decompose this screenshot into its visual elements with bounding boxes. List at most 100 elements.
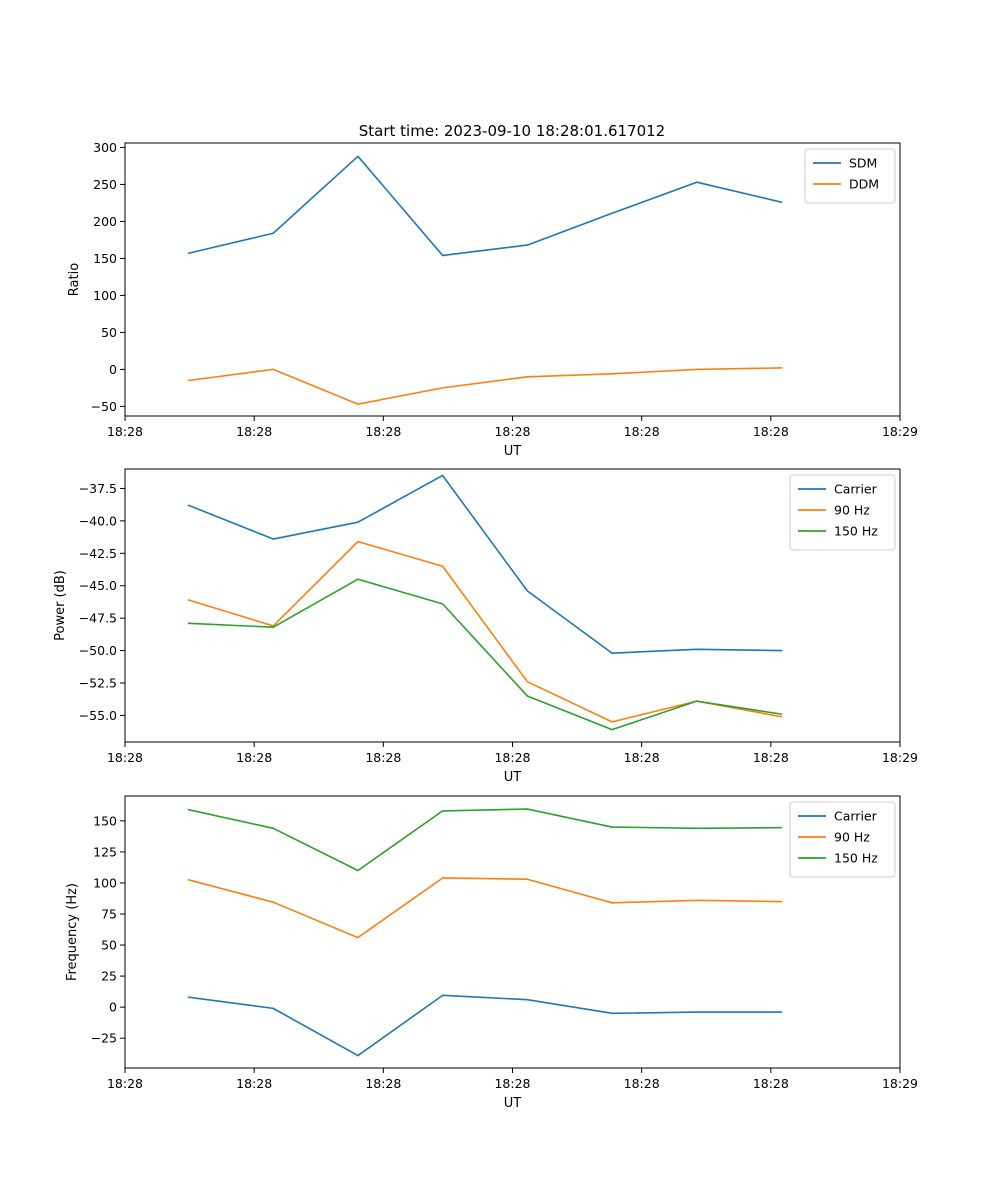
data-point xyxy=(611,826,613,828)
plot-panel-1: 18:28 18:28 18:28 18:28 18:28 18:28 18:29 −50 0 5… xyxy=(67,140,918,459)
data-point xyxy=(357,936,359,939)
legend: Carrier 90 Hz 150 Hz xyxy=(789,474,896,551)
x-tick-label: 18:28 xyxy=(624,424,660,439)
x-tick-label: 18:28 xyxy=(365,750,401,765)
data-point xyxy=(187,504,190,507)
x-tick-label: 18:28 xyxy=(624,750,660,765)
x-axis-label: UT xyxy=(504,444,522,459)
data-point xyxy=(272,901,275,903)
series-line-carrier xyxy=(188,474,782,654)
legend-label: 90 Hz xyxy=(834,503,870,518)
x-tick-label: 18:29 xyxy=(882,1076,918,1091)
plot-panel-3: 18:28 18:28 18:28 18:28 18:28 18:28 18:29 −25 0 2… xyxy=(65,795,918,1111)
plots-container: 18:28 18:28 18:28 18:28 18:28 18:28 18:29 −50 0 5… xyxy=(53,140,918,1111)
axes-frame xyxy=(124,468,901,743)
data-point xyxy=(695,827,698,830)
data-point xyxy=(526,375,529,378)
x-tick-label: 18:28 xyxy=(624,1076,660,1091)
data-point xyxy=(441,387,444,389)
legend-label: Carrier xyxy=(834,482,878,497)
y-tick-label: 75 xyxy=(101,906,117,921)
data-point xyxy=(272,368,275,371)
x-tick-label: 18:28 xyxy=(107,750,143,765)
y-tick-label: −50 xyxy=(91,399,117,414)
y-tick-label: 200 xyxy=(93,214,117,229)
y-tick-label: −52.5 xyxy=(79,675,117,690)
data-point xyxy=(695,368,698,371)
series-line-150-hz xyxy=(188,578,782,731)
y-tick-label: 125 xyxy=(93,844,117,859)
data-point xyxy=(441,810,444,812)
series-line-150-hz xyxy=(188,808,782,872)
x-tick-label: 18:28 xyxy=(365,1076,401,1091)
y-tick-label: −55.0 xyxy=(79,708,117,723)
y-tick-label: 150 xyxy=(93,251,117,266)
data-point xyxy=(526,998,529,1001)
data-point xyxy=(611,652,613,654)
axes-frame xyxy=(124,795,901,1069)
series-line-90-hz xyxy=(188,877,782,939)
y-tick-label: −42.5 xyxy=(79,546,117,561)
series-line-sdm xyxy=(188,155,782,257)
series-line-carrier xyxy=(188,994,782,1057)
data-point xyxy=(780,713,783,715)
data-point xyxy=(526,680,529,683)
x-tick-label: 18:28 xyxy=(236,750,272,765)
data-point xyxy=(611,721,613,723)
data-point xyxy=(526,244,529,246)
data-point xyxy=(780,367,783,369)
data-point xyxy=(780,1011,783,1013)
data-point xyxy=(272,232,275,235)
data-point xyxy=(441,254,444,257)
data-point xyxy=(780,201,783,203)
y-tick-label: −45.0 xyxy=(79,578,117,593)
data-point xyxy=(187,379,190,382)
x-tick-label: 18:29 xyxy=(882,750,918,765)
data-point xyxy=(780,900,783,903)
y-axis-label: Ratio xyxy=(67,263,82,296)
y-tick-label: 0 xyxy=(109,1000,117,1015)
data-point xyxy=(187,808,190,811)
y-tick-label: 100 xyxy=(93,875,117,890)
legend-label: 150 Hz xyxy=(834,524,878,539)
data-point xyxy=(272,827,275,830)
data-point xyxy=(272,538,275,540)
x-tick-label: 18:28 xyxy=(494,750,530,765)
y-tick-label: −50.0 xyxy=(79,643,117,658)
x-tick-label: 18:28 xyxy=(107,1076,143,1091)
y-tick-label: 0 xyxy=(109,362,117,377)
data-point xyxy=(272,1007,275,1010)
data-point xyxy=(357,869,359,872)
y-axis-label: Frequency (Hz) xyxy=(65,883,80,981)
data-point xyxy=(695,648,698,651)
data-point xyxy=(357,403,359,405)
data-point xyxy=(780,826,783,829)
legend-label: 90 Hz xyxy=(834,830,870,845)
axes-frame xyxy=(124,142,901,417)
data-point xyxy=(357,578,359,581)
data-point xyxy=(441,603,444,605)
data-point xyxy=(187,879,190,881)
data-point xyxy=(187,252,190,255)
data-point xyxy=(441,994,444,997)
data-point xyxy=(357,155,359,158)
y-tick-label: −47.5 xyxy=(79,611,117,626)
y-axis-label: Power (dB) xyxy=(53,570,68,641)
figure-title: Start time: 2023-09-10 18:28:01.617012 xyxy=(359,122,665,140)
y-tick-label: −37.5 xyxy=(79,481,117,496)
data-point xyxy=(272,626,275,629)
y-tick-label: 100 xyxy=(93,288,117,303)
x-axis-label: UT xyxy=(504,770,522,785)
x-axis-label: UT xyxy=(504,1096,522,1111)
data-point xyxy=(611,373,613,375)
data-point xyxy=(357,540,359,543)
x-tick-label: 18:28 xyxy=(494,1076,530,1091)
x-tick-label: 18:29 xyxy=(882,424,918,439)
data-point xyxy=(611,1012,613,1015)
x-tick-label: 18:28 xyxy=(107,424,143,439)
x-tick-label: 18:28 xyxy=(753,1076,789,1091)
x-tick-label: 18:28 xyxy=(753,750,789,765)
data-point xyxy=(526,695,529,697)
legend-label: DDM xyxy=(849,177,879,192)
